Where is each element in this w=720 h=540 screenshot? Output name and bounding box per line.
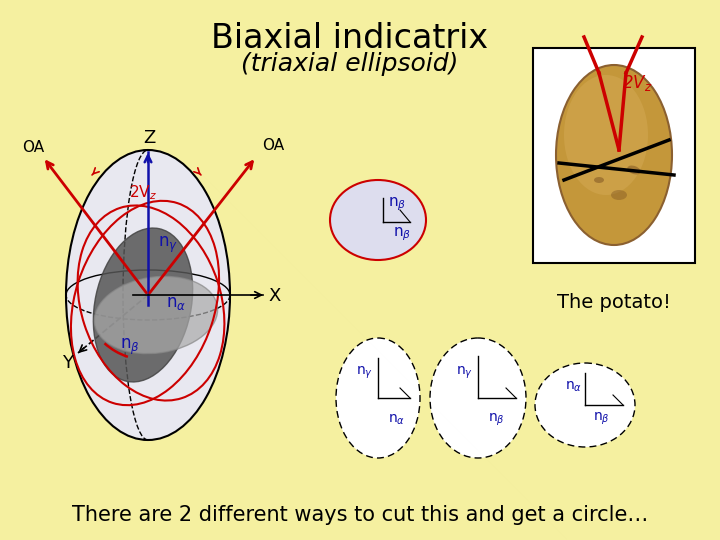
Text: n$_\beta$: n$_\beta$ [488, 412, 505, 428]
Text: Z: Z [143, 129, 155, 147]
Text: 2V$_z$: 2V$_z$ [129, 184, 157, 202]
Ellipse shape [94, 228, 193, 382]
Ellipse shape [336, 338, 420, 458]
Ellipse shape [556, 65, 672, 245]
Text: n$_\alpha$: n$_\alpha$ [564, 380, 582, 394]
Text: There are 2 different ways to cut this and get a circle…: There are 2 different ways to cut this a… [72, 505, 648, 525]
Ellipse shape [535, 363, 635, 447]
Ellipse shape [430, 338, 526, 458]
Text: n$_\gamma$: n$_\gamma$ [456, 365, 473, 381]
Text: n$_\alpha$: n$_\alpha$ [388, 413, 405, 427]
Text: n$_\beta$: n$_\beta$ [593, 411, 610, 427]
Bar [533, 48, 695, 263]
Ellipse shape [627, 166, 641, 174]
Text: n$_\gamma$: n$_\gamma$ [158, 235, 178, 255]
Ellipse shape [594, 177, 604, 183]
Text: n$_\gamma$: n$_\gamma$ [356, 365, 373, 381]
Text: X: X [269, 287, 282, 305]
Ellipse shape [94, 276, 217, 354]
Ellipse shape [564, 75, 648, 195]
Text: OA: OA [22, 139, 44, 154]
Text: Biaxial indicatrix: Biaxial indicatrix [212, 22, 489, 55]
Ellipse shape [611, 190, 627, 200]
Text: 2V$_z$: 2V$_z$ [622, 73, 652, 93]
Text: The potato!: The potato! [557, 294, 671, 313]
Ellipse shape [330, 180, 426, 260]
Text: n$_\beta$: n$_\beta$ [388, 195, 406, 213]
Text: (triaxial ellipsoid): (triaxial ellipsoid) [241, 52, 459, 76]
Text: n$_\beta$: n$_\beta$ [393, 225, 411, 243]
Text: OA: OA [262, 138, 284, 152]
Text: n$_\beta$: n$_\beta$ [120, 337, 140, 357]
Text: n$_\alpha$: n$_\alpha$ [166, 294, 186, 312]
Ellipse shape [66, 150, 230, 440]
Text: Y: Y [63, 354, 73, 372]
